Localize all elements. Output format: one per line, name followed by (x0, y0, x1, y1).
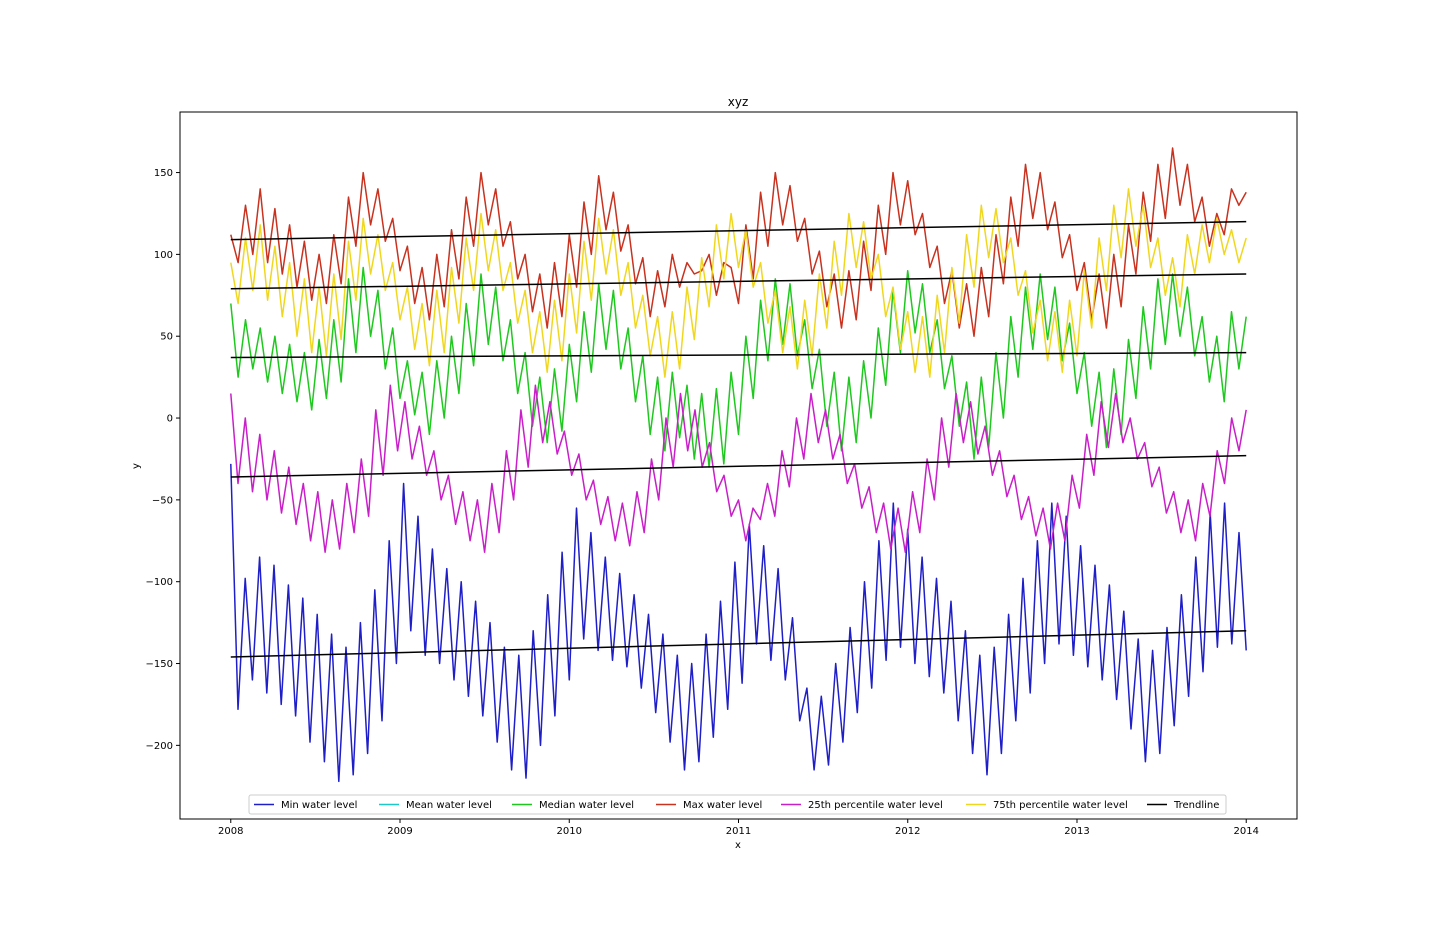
x-tick-label: 2012 (895, 826, 920, 837)
x-tick-label: 2010 (557, 826, 582, 837)
y-tick-label: 100 (154, 250, 173, 261)
x-tick-label: 2009 (387, 826, 412, 837)
y-tick-label: −100 (146, 577, 173, 588)
x-tick-label: 2013 (1064, 826, 1089, 837)
legend-frame (248, 794, 1227, 815)
trendline (230, 630, 1247, 658)
chart-title: xyz (728, 95, 749, 109)
x-axis-label: x (735, 840, 741, 851)
x-tick-label: 2011 (726, 826, 751, 837)
trendline (230, 351, 1247, 359)
legend-label: Mean water level (406, 800, 492, 811)
y-tick-label: 0 (167, 414, 173, 425)
legend-label: Max water level (683, 800, 762, 811)
y-tick-label: −150 (146, 659, 173, 670)
legend-label: Min water level (281, 800, 357, 811)
trendline (230, 220, 1247, 241)
y-tick-label: −50 (152, 495, 173, 506)
legend-label: 75th percentile water level (993, 800, 1128, 811)
series-line-25th-percentile-water-level (230, 384, 1247, 553)
trendline (230, 454, 1247, 478)
trendline (230, 273, 1247, 290)
legend-label: 25th percentile water level (808, 800, 943, 811)
series-line-median-water-level (230, 266, 1247, 468)
y-tick-label: 150 (154, 168, 173, 179)
y-tick-label: 50 (160, 332, 173, 343)
y-axis: −200 −150 −100 −50 0 50 100 150 (146, 168, 180, 752)
series-line-75th-percentile-water-level (230, 188, 1247, 378)
series-line-max-water-level (230, 147, 1247, 337)
x-tick-label: 2008 (218, 826, 243, 837)
series-line-min-water-level (230, 463, 1247, 783)
plot-lines (230, 147, 1247, 783)
legend: Min water level Mean water level Median wa… (248, 794, 1227, 815)
x-tick-label: 2014 (1234, 826, 1259, 837)
legend-label: Median water level (539, 800, 634, 811)
legend-label: Trendline (1173, 800, 1219, 811)
x-axis: 2008 2009 2010 2011 2012 2013 2014 (218, 819, 1259, 837)
y-tick-label: −200 (146, 741, 173, 752)
y-axis-label: y (131, 463, 142, 469)
